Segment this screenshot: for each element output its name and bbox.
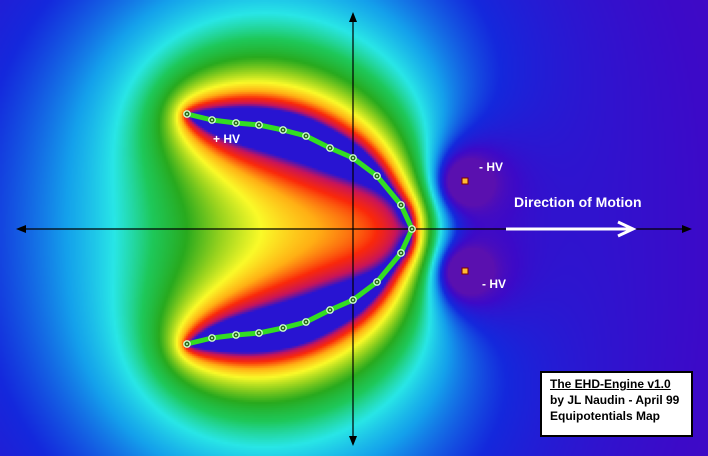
electrode-node-center (235, 334, 237, 336)
electrode-node-center (400, 204, 402, 206)
horizontal-axis-left-arrow (16, 225, 26, 233)
electrode-node-center (329, 309, 331, 311)
negative-electrode-bottom-marker (461, 267, 469, 275)
electrode-node-center (352, 157, 354, 159)
electrode-node-center (186, 113, 188, 115)
electrode-node-center (376, 281, 378, 283)
electrode-node-center (329, 147, 331, 149)
electrode-node-center (235, 122, 237, 124)
vertical-axis-top-arrow (349, 12, 357, 22)
electrode-node-center (258, 124, 260, 126)
electrode-node-center (186, 343, 188, 345)
electrode-node-center (211, 337, 213, 339)
motion-arrow-head (617, 220, 637, 238)
horizontal-axis-right-arrow (682, 225, 692, 233)
caption-subtitle: Equipotentials Map (550, 409, 661, 423)
negative-electrode-top-marker (461, 177, 469, 185)
electrode-node-center (400, 252, 402, 254)
positive-hv-label: + HV (213, 132, 241, 146)
caption-title: The EHD-Engine v1.0 (550, 377, 671, 391)
electrode-node-center (211, 119, 213, 121)
caption-author: by JL Naudin - April 99 (550, 393, 680, 407)
electrode-node-center (305, 321, 307, 323)
electrode-node-center (258, 332, 260, 334)
positive-electrode-lower-wire (186, 227, 415, 347)
electrode-node-center (305, 135, 307, 137)
vertical-axis-bottom-arrow (349, 436, 357, 446)
caption-box: The EHD-Engine v1.0 by JL Naudin - April… (540, 371, 693, 437)
electrode-node-center (282, 327, 284, 329)
electrode-node-center (352, 299, 354, 301)
electrode-nodes (183, 110, 416, 348)
electrode-node-center (411, 228, 413, 230)
electrode-node-center (376, 175, 378, 177)
direction-of-motion-label: Direction of Motion (514, 194, 642, 210)
negative-hv-top-label: - HV (479, 160, 503, 174)
electrode-node-center (282, 129, 284, 131)
negative-hv-bottom-label: - HV (482, 277, 506, 291)
